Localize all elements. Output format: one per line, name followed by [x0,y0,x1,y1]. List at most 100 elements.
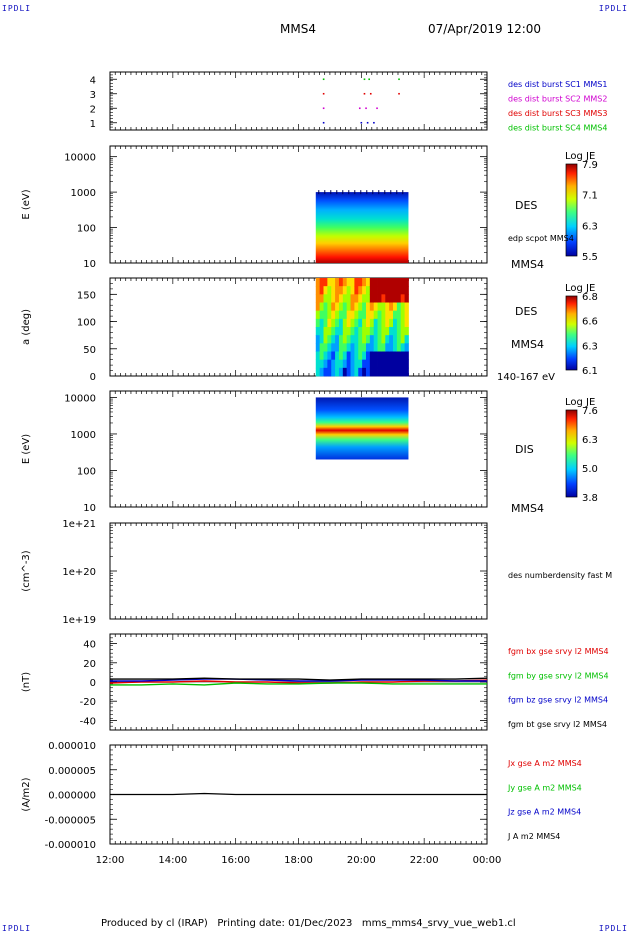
pitch-angle-cell [373,327,378,336]
y-tick-label: 0.000000 [48,791,96,802]
pitch-angle-cell [354,367,359,377]
pitch-angle-cell [319,367,324,377]
pitch-angle-cell [346,318,351,328]
pitch-angle-cell [319,310,324,320]
panel-frame-des_energy [109,145,488,264]
pitch-angle-cell [354,335,359,344]
pitch-angle-cell [396,294,402,303]
pitch-angle-cell [335,278,340,287]
x-tick-label: 20:00 [347,855,376,866]
pitch-angle-cell [393,286,398,295]
pitch-angle-cell [365,302,371,312]
pitch-angle-cell [338,286,344,295]
pitch-angle-cell [323,343,328,352]
colorbar-tick-label: 7.6 [582,406,598,417]
pitch-angle-cell [342,367,348,377]
y-tick-label: 3 [90,90,96,101]
legend-entry: fgm bz gse srvy l2 MMS4 [508,696,608,705]
pitch-angle-cell [377,359,382,369]
pitch-angle-cell [354,318,359,328]
pitch-angle-cell [362,318,367,328]
datetime-title: 07/Apr/2019 12:00 [428,22,542,36]
pitch-angle-cell [323,359,328,369]
pitch-angle-cell [342,318,348,328]
pitch-angle-cell [346,278,351,287]
colorbar-tick-label: 3.8 [582,493,598,504]
des-energy-spectrogram [315,192,409,263]
pitch-angle-cell [327,310,332,320]
pitch-angle-cell [350,327,355,336]
dis-energy-spectrogram [315,397,409,460]
pitch-angle-cell [377,343,382,352]
pitch-angle-cell [350,343,355,352]
colorbar-tick-label: 6.3 [582,341,598,352]
pitch-angle-cell [385,302,390,312]
y-tick-label: 20 [83,659,96,670]
pitch-angle-cell [404,286,409,295]
pitch-angle-cell [350,318,355,328]
burst-marker [358,107,361,110]
pitch-angle-cell [338,327,344,336]
pitch-angle-cell [335,367,340,377]
corner-mark-bottom-left: IPDLI [2,924,32,933]
burst-marker [322,92,325,95]
pitch-angle-cell [365,286,371,295]
legend-entry: fgm bx gse srvy l2 MMS4 [508,647,609,656]
pitch-angle-cell [338,302,344,312]
pitch-angle-cell [365,294,371,303]
side-label: DIS [515,443,534,456]
pitch-angle-cell [331,335,336,344]
pitch-angle-cell [396,327,402,336]
pitch-angle-cell [362,278,367,287]
pitch-angle-cell [389,286,394,295]
pitch-angle-cell [377,286,382,295]
legend-entry: J A m2 MMS4 [507,832,560,841]
pitch-angle-cell [381,286,386,295]
pitch-angle-cell [358,343,363,352]
pitch-angle-cell [342,335,348,344]
colorbar-tick-label: 5.0 [582,464,598,475]
pitch-angle-cell [319,302,324,312]
pitch-angle-cell [389,278,394,287]
pitch-angle-cell [327,294,332,303]
pitch-angle-cell [342,278,348,287]
pitch-angle-cell [350,359,355,369]
legend-entry: Jy gse A m2 MMS4 [507,783,582,792]
side-label: 140-167 eV [497,372,555,383]
x-tick-label: 22:00 [410,855,439,866]
pitch-angle-cell [369,294,375,303]
pitch-angle-cell [365,327,371,336]
side-label: edp scpot MMS4 [508,234,574,243]
pitch-angle-cell [315,278,321,287]
pitch-angle-cell [404,278,409,287]
pitch-angle-cell [369,343,375,352]
y-axis-label: E (eV) [21,434,32,464]
pitch-angle-cell [404,327,409,336]
colorbar-tick-label: 7.9 [582,160,598,171]
legend-entry: des dist burst SC3 MMS3 [508,109,607,118]
pitch-angle-cell [381,327,386,336]
colorbar-des-pitch [565,295,578,371]
pitch-angle-cell [323,318,328,328]
pitch-angle-cell [315,286,321,295]
pitch-angle-cell [396,310,402,320]
pitch-angle-cell [338,310,344,320]
pitch-angle-cell [319,278,324,287]
pitch-angle-cell [346,310,351,320]
pitch-angle-cell [389,310,394,320]
fgm-series-line [109,679,488,684]
pitch-angle-cell [335,294,340,303]
burst-marker [369,92,372,95]
pitch-angle-cell [342,286,348,295]
pitch-angle-cell [315,367,321,377]
pitch-angle-cell [404,367,409,377]
pitch-angle-cell [342,294,348,303]
pitch-angle-cell [373,343,378,352]
pitch-angle-cell [404,302,409,312]
fgm-series-line [110,677,488,681]
pitch-angle-cell [338,294,344,303]
pitch-angle-cell [331,351,336,361]
pitch-angle-cell [396,286,402,295]
pitch-angle-cell [369,310,375,320]
pitch-angle-cell [393,278,398,287]
